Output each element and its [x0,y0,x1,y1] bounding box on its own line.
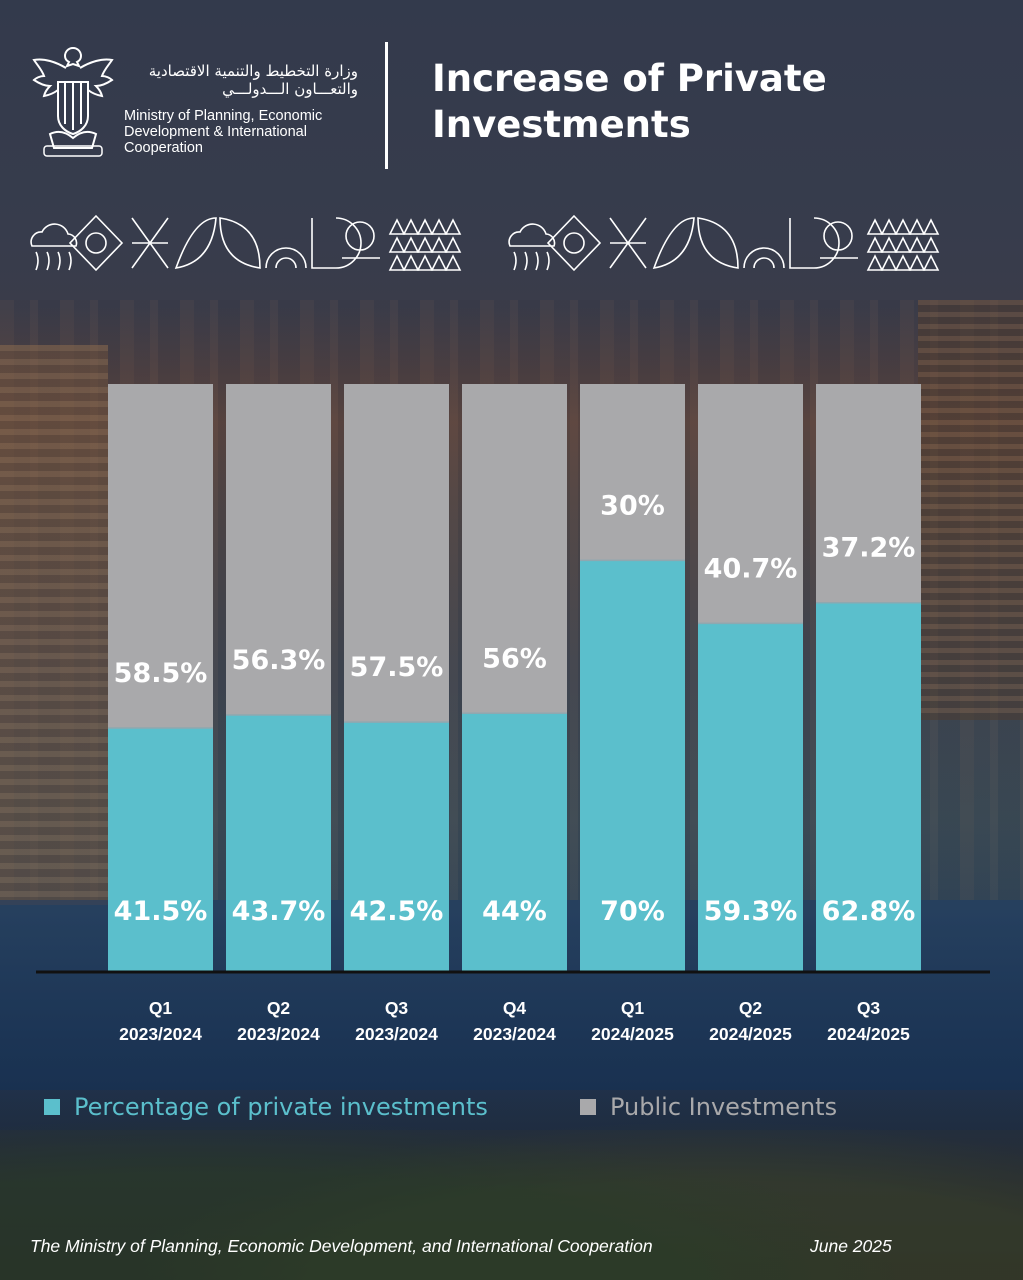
background-tower-right [918,300,1023,720]
footer-source: The Ministry of Planning, Economic Devel… [30,1236,653,1256]
ministry-en-line3: Cooperation [124,140,203,156]
bar-private [462,713,567,972]
legend-label-private: Percentage of private investments [74,1093,488,1121]
data-label-public: 40.7% [704,553,798,584]
x-tick-year: 2023/2024 [237,1024,320,1044]
legend-swatch-private [44,1099,60,1115]
ministry-ar-line2: والتعـــاون الـــدولـــي [222,80,358,98]
x-tick-year: 2024/2025 [827,1024,910,1044]
x-tick-quarter: Q3 [385,998,409,1018]
x-tick-quarter: Q1 [149,998,173,1018]
ministry-name-arabic: وزارة التخطيط والتنمية الاقتصادية والتعـ… [122,62,358,98]
bar-private [816,602,921,972]
data-label-private: 41.5% [114,896,208,927]
bar-private [108,727,213,972]
eagle-emblem-icon [32,46,114,157]
bar-private [698,623,803,972]
legend-swatch-public [580,1099,596,1115]
ministry-en-line1: Ministry of Planning, Economic [124,108,323,124]
x-tick-quarter: Q2 [739,998,763,1018]
chart-legend: Percentage of private investments Public… [44,1090,944,1124]
bar-public [580,384,685,561]
data-label-private: 43.7% [232,896,326,927]
bar-public [226,384,331,716]
x-tick-year: 2023/2024 [473,1024,556,1044]
x-tick-year: 2024/2025 [591,1024,674,1044]
header-divider [385,42,388,169]
ministry-ar-line1: وزارة التخطيط والتنمية الاقتصادية [148,62,358,80]
data-label-private: 70% [600,896,665,927]
legend-label-public: Public Investments [610,1093,838,1121]
title-line2: Investments [432,103,691,146]
x-tick-year: 2023/2024 [119,1024,202,1044]
data-label-private: 42.5% [350,896,444,927]
data-label-public: 57.5% [350,652,444,683]
data-label-public: 56.3% [232,645,326,676]
page-title: Increase of Private Investments [432,56,872,148]
data-label-public: 37.2% [822,533,916,564]
bar-private [226,715,331,972]
bar-private [580,560,685,972]
data-label-private: 59.3% [704,896,798,927]
bar-public [108,384,213,728]
bar-public [344,384,449,723]
x-tick-year: 2024/2025 [709,1024,792,1044]
footer-date: June 2025 [810,1236,892,1256]
ministry-name-english: Ministry of Planning, Economic Developme… [124,108,364,156]
data-label-public: 56% [482,643,547,674]
bar-private [344,722,449,972]
ministry-en-line2: Development & International [124,124,307,140]
bar-public [462,384,567,714]
data-label-public: 30% [600,490,665,521]
title-line1: Increase of Private [432,57,827,100]
x-tick-quarter: Q1 [621,998,645,1018]
x-tick-quarter: Q3 [857,998,881,1018]
x-tick-quarter: Q2 [267,998,291,1018]
data-label-public: 58.5% [114,658,208,689]
decorative-pattern [30,214,940,272]
data-label-private: 62.8% [822,896,916,927]
background-trees [0,1090,1023,1280]
bar-public [698,384,803,624]
bar-public [816,384,921,603]
background-tower-left [0,345,108,905]
data-label-private: 44% [482,896,547,927]
x-tick-quarter: Q4 [503,998,527,1018]
legend-item-public: Public Investments [580,1090,910,1124]
x-tick-year: 2023/2024 [355,1024,438,1044]
legend-item-private: Percentage of private investments [44,1090,544,1124]
